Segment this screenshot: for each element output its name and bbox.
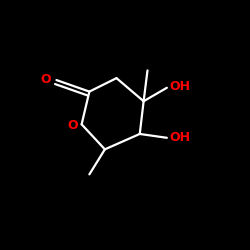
Text: OH: OH	[170, 131, 191, 144]
Text: OH: OH	[170, 80, 191, 93]
Text: O: O	[68, 119, 78, 132]
Text: O: O	[40, 72, 51, 86]
